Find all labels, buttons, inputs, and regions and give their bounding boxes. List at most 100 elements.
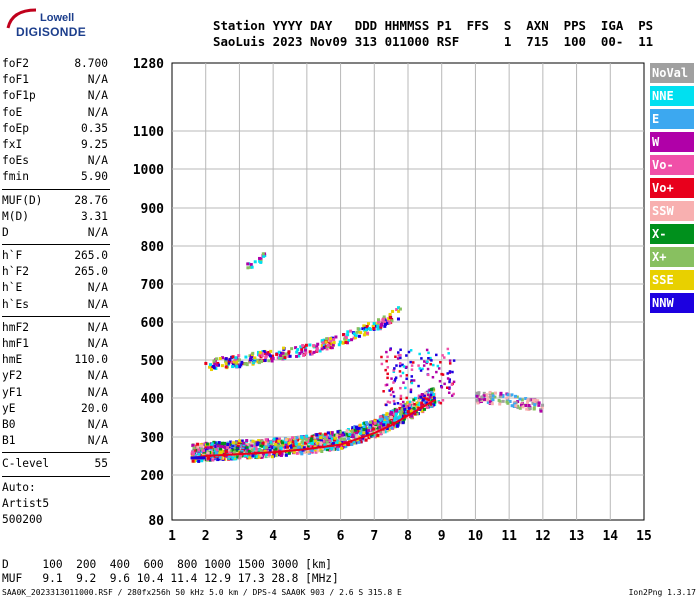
echo-point	[345, 432, 349, 436]
echo-point	[397, 309, 401, 313]
echo-point	[475, 398, 479, 402]
echo-point	[289, 445, 293, 449]
echo-point	[294, 440, 298, 444]
echo-point	[512, 404, 516, 408]
echo-point	[316, 442, 320, 446]
echo-point	[261, 441, 265, 445]
echo-point	[332, 341, 336, 345]
echo-point	[240, 360, 244, 364]
echo-point	[372, 322, 376, 326]
echo-point	[521, 405, 525, 409]
param-name: yF2	[2, 369, 23, 383]
echo-point	[242, 443, 246, 447]
echo-point	[406, 401, 410, 405]
logo-arc-icon	[6, 8, 37, 29]
echo-point	[373, 425, 377, 429]
echo-point	[227, 361, 231, 365]
echo-point	[393, 417, 397, 421]
echo-point	[379, 325, 383, 329]
echo-point	[367, 436, 371, 440]
echo-point	[525, 407, 529, 411]
echo-point	[410, 401, 414, 405]
logo-line1: Lowell	[40, 12, 75, 24]
echo-point	[290, 347, 294, 351]
echo-point	[379, 323, 383, 327]
param-row-he: h`E N/A	[2, 280, 110, 296]
echo-point	[224, 359, 228, 363]
echo-point	[353, 428, 357, 432]
echo-point	[276, 356, 280, 360]
echo-point	[347, 437, 351, 441]
echo-point	[480, 395, 484, 399]
echo-point	[277, 437, 281, 441]
echo-point	[418, 352, 421, 356]
echo-point	[364, 427, 368, 431]
echo-point	[416, 400, 420, 404]
echo-point	[385, 403, 388, 407]
echo-point	[236, 455, 240, 459]
echo-point	[251, 445, 255, 449]
echo-point	[338, 435, 342, 439]
echo-point	[394, 414, 398, 418]
echo-point	[238, 444, 242, 448]
echo-point	[251, 454, 255, 458]
echo-point	[197, 448, 201, 452]
echo-point	[378, 418, 382, 422]
echo-point	[313, 439, 317, 443]
echo-point	[443, 356, 446, 359]
param-name: foEp	[2, 121, 29, 135]
param-name: foF1	[2, 73, 29, 87]
echo-point	[350, 442, 354, 446]
param-value: N/A	[87, 320, 108, 334]
echo-point	[259, 444, 263, 448]
echo-point	[379, 415, 383, 419]
echo-point	[401, 400, 405, 404]
echo-point	[255, 358, 259, 362]
echo-point	[208, 363, 212, 367]
echo-point	[482, 394, 486, 398]
echo-point	[240, 448, 244, 452]
echo-point	[407, 350, 411, 354]
echo-point	[346, 443, 350, 447]
y-tick-label: 800	[141, 240, 165, 255]
echo-point	[210, 443, 214, 447]
echo-point	[281, 441, 285, 445]
echo-point	[368, 327, 372, 331]
echo-point	[413, 402, 416, 406]
echo-point	[529, 398, 533, 402]
echo-point	[271, 447, 275, 451]
echo-point	[448, 380, 451, 384]
echo-point	[385, 350, 388, 354]
echo-point	[401, 363, 404, 367]
echo-point	[227, 456, 231, 460]
echo-point	[258, 351, 262, 355]
echo-point	[423, 396, 427, 400]
legend-item-noval: NoVal	[650, 63, 694, 83]
echo-point	[216, 458, 220, 462]
echo-point	[514, 401, 518, 405]
station-header: Station YYYY DAY DDD HHMMSS P1 FFS S AXN…	[213, 18, 653, 50]
echo-point	[211, 455, 215, 459]
echo-point	[345, 341, 349, 345]
echo-point	[228, 358, 232, 362]
echo-point	[272, 437, 276, 441]
echo-point	[366, 322, 370, 326]
echo-point	[498, 402, 502, 406]
param-value: N/A	[87, 369, 108, 383]
echo-point	[270, 449, 274, 453]
echo-point	[213, 441, 217, 445]
echo-point	[330, 437, 334, 441]
echo-point	[528, 407, 532, 411]
echo-point	[238, 439, 242, 443]
echo-point	[222, 444, 226, 448]
echo-point	[249, 263, 253, 267]
echo-point	[310, 437, 314, 441]
echo-point	[450, 383, 454, 386]
echo-point	[353, 336, 357, 340]
echo-point	[389, 388, 393, 391]
echo-point	[245, 439, 249, 443]
echo-point	[401, 404, 404, 407]
echo-point	[491, 392, 495, 396]
echo-point	[336, 441, 340, 445]
echo-point	[410, 379, 413, 382]
